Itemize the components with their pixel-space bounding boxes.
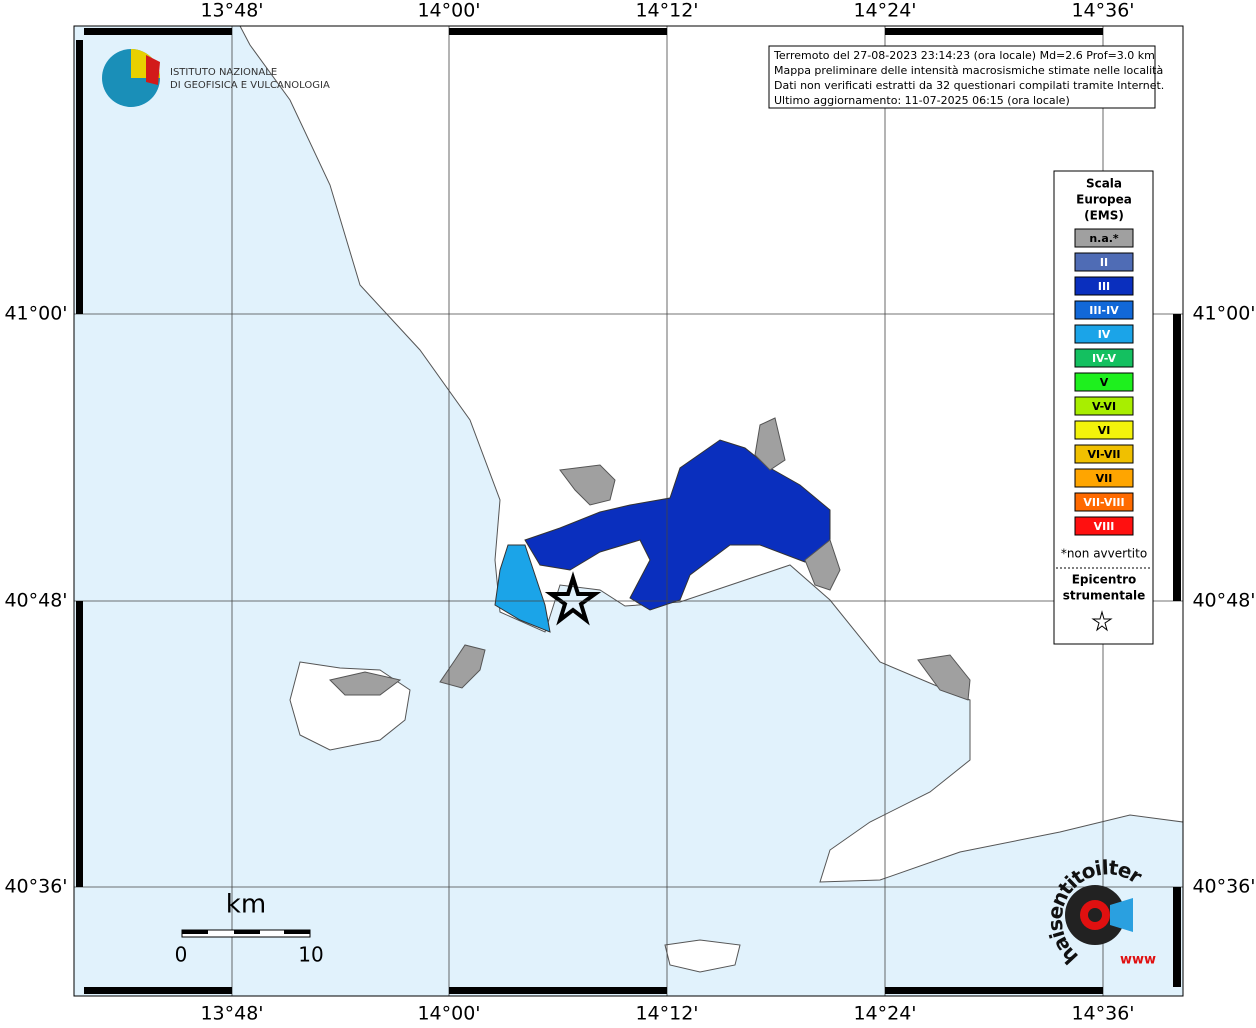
area-pozzuoli: [494, 544, 551, 633]
legend-note: *non avvertito: [1061, 547, 1147, 561]
scale-seg: [234, 930, 260, 934]
ingv-logo: ISTITUTO NAZIONALE DI GEOFISICA E VULCAN…: [102, 49, 330, 107]
info-line: Mappa preliminare delle intensità macros…: [774, 64, 1163, 77]
legend-label: V: [1100, 376, 1109, 389]
frame-seg: [76, 601, 83, 887]
site-logo-horn: [1110, 898, 1133, 932]
legend-star: [1091, 610, 1113, 632]
scale-start: 0: [175, 943, 188, 967]
legend-label: VII-VIII: [1083, 496, 1124, 509]
longitude-label: 14°12': [635, 0, 698, 22]
logo-segment: [146, 55, 160, 85]
latitude-label: 40°48': [1192, 590, 1255, 612]
legend-swatch: [1074, 300, 1134, 320]
longitude-label: 14°36': [1071, 0, 1134, 22]
legend-label: III-IV: [1089, 304, 1119, 317]
gray-ischia: [329, 671, 402, 696]
frame-border: [73, 25, 1184, 997]
logo-text: DI GEOFISICA E VULCANOLOGIA: [170, 80, 330, 91]
legend-swatch: [1074, 444, 1134, 464]
graticule: [74, 26, 1183, 996]
map-body: [74, 25, 1184, 996]
gray-caserta: [559, 464, 616, 506]
frame-seg: [449, 28, 667, 35]
longitude-label: 14°36': [1071, 1003, 1134, 1025]
info-line: Terremoto del 27-08-2023 23:14:23 (ora l…: [773, 49, 1155, 62]
logo-text: ISTITUTO NAZIONALE: [170, 67, 277, 78]
legend-label: IV-V: [1092, 352, 1117, 365]
legend-swatch: [1074, 324, 1134, 344]
scale-end: 10: [298, 943, 323, 967]
legend-label: n.a.*: [1089, 232, 1119, 245]
frame-seg: [885, 987, 1103, 994]
frame-seg: [84, 28, 232, 35]
island-procida: [439, 644, 486, 689]
info-line: Ultimo aggiornamento: 11-07-2025 06:15 (…: [774, 94, 1070, 107]
longitude-label: 13°48': [200, 1003, 263, 1025]
frame-seg: [1173, 887, 1181, 987]
longitude-label: 13°48': [200, 0, 263, 22]
site-logo-circle: [1088, 908, 1102, 922]
frame-seg: [84, 987, 232, 994]
latitude-label: 40°36': [4, 876, 67, 898]
frame-seg: [76, 40, 83, 314]
legend-label: VI: [1098, 424, 1111, 437]
longitude-label: 14°24': [853, 1003, 916, 1025]
legend-label: IV: [1098, 328, 1111, 341]
frame-seg: [885, 28, 1103, 35]
scale-seg: [182, 930, 208, 934]
info-box: Terremoto del 27-08-2023 23:14:23 (ora l…: [768, 45, 1164, 109]
latitude-label: 40°36': [1192, 876, 1255, 898]
scale-seg: [284, 930, 310, 934]
legend-swatch: [1074, 492, 1134, 512]
legend-epicenter: Epicentro: [1072, 573, 1137, 587]
legend-swatch: [1074, 516, 1134, 536]
latitude-label: 41°00': [4, 303, 67, 325]
legend-swatch: [1074, 252, 1134, 272]
longitude-label: 14°00': [417, 0, 480, 22]
legend-label: II: [1100, 256, 1108, 269]
scale-bar: km 0 10: [175, 890, 324, 967]
epicenter-star: [544, 571, 602, 626]
legend-label: III: [1098, 280, 1110, 293]
area-napoli: [524, 439, 831, 611]
legend-swatch: [1074, 276, 1134, 296]
legend-label: VIII: [1094, 520, 1115, 533]
info-frame: [768, 45, 1156, 109]
scale-unit: km: [226, 890, 266, 920]
legend: Scala Europea (EMS) *non avvertito Epice…: [1053, 170, 1154, 645]
gray-sarno: [917, 654, 971, 701]
legend-swatch: [1074, 468, 1134, 488]
legend-label: VI-VII: [1087, 448, 1120, 461]
legend-label: VII: [1096, 472, 1113, 485]
legend-title: Europea: [1076, 193, 1132, 207]
legend-swatch: [1074, 420, 1134, 440]
longitude-label: 14°12': [635, 1003, 698, 1025]
latitude-label: 41°00': [1192, 303, 1255, 325]
legend-label: V-VI: [1092, 400, 1116, 413]
longitude-label: 14°24': [853, 0, 916, 22]
gray-vesuvio: [804, 539, 841, 591]
info-line: Dati non verificati estratti da 32 quest…: [774, 79, 1164, 92]
frame-seg: [449, 987, 667, 994]
legend-epicenter: strumentale: [1063, 589, 1146, 603]
legend-swatch: [1074, 372, 1134, 392]
latitude-label: 40°48': [4, 590, 67, 612]
frame-seg: [1173, 314, 1181, 601]
gray-east: [754, 417, 786, 471]
longitude-label: 14°00': [417, 1003, 480, 1025]
legend-swatch: [1074, 396, 1134, 416]
legend-swatch: [1074, 348, 1134, 368]
legend-title: Scala: [1086, 177, 1122, 191]
legend-swatch: [1074, 228, 1134, 248]
frame: [73, 25, 1184, 997]
island-capri: [664, 939, 741, 973]
legend-title: (EMS): [1084, 209, 1124, 223]
site-logo-www: www: [1120, 953, 1156, 968]
